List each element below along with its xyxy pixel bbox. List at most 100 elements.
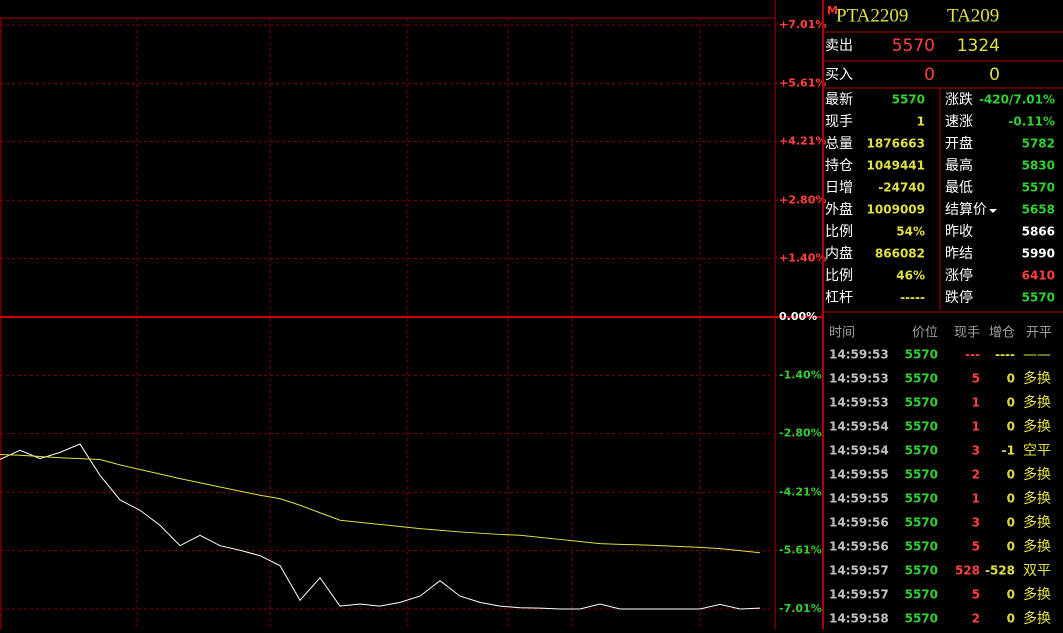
trade-cell: 5 bbox=[972, 540, 980, 554]
trade-cell: 多换 bbox=[1023, 370, 1051, 387]
trade-cell: 5570 bbox=[905, 396, 938, 410]
series-line bbox=[0, 453, 761, 554]
series-line bbox=[0, 443, 761, 610]
stat-label: 最新 bbox=[825, 92, 853, 108]
stat-label: 最高 bbox=[945, 157, 973, 174]
stat-label: 速涨 bbox=[945, 114, 973, 130]
trade-cell: 多换 bbox=[1023, 490, 1051, 507]
trade-cell: 1 bbox=[972, 396, 980, 410]
trade-cell: 0 bbox=[1007, 420, 1015, 434]
trade-cell: 多换 bbox=[1023, 466, 1051, 483]
trade-cell: 14:59:58 bbox=[829, 612, 889, 626]
trade-cell: 1 bbox=[972, 420, 980, 434]
trade-cell: —— bbox=[1023, 347, 1051, 363]
trade-cell: 2 bbox=[972, 468, 980, 482]
stat-label: 比例 bbox=[825, 268, 853, 284]
trade-cell: 多换 bbox=[1023, 586, 1051, 603]
stat-value: 1876663 bbox=[867, 137, 925, 151]
code: TA209 bbox=[947, 5, 999, 26]
trade-cell: 14:59:53 bbox=[829, 396, 889, 410]
stat-value: 5866 bbox=[1022, 225, 1055, 239]
y-tick-label: -1.40% bbox=[779, 368, 822, 381]
trade-cell: 多换 bbox=[1023, 394, 1051, 411]
stat-label: 开盘 bbox=[945, 135, 973, 152]
symbol: PTA2209 bbox=[836, 5, 908, 26]
trade-cell: 5570 bbox=[905, 612, 938, 626]
trade-cell: 14:59:53 bbox=[829, 348, 889, 362]
stat-value: 1009009 bbox=[867, 203, 925, 217]
stat-value: 5782 bbox=[1022, 137, 1055, 151]
trade-cell: 0 bbox=[1007, 588, 1015, 602]
trade-header: 增仓 bbox=[989, 326, 1015, 341]
y-tick-label: -5.61% bbox=[779, 544, 822, 557]
trade-cell: 5570 bbox=[905, 492, 938, 506]
stat-value: 5570 bbox=[1022, 291, 1055, 305]
trade-cell: 14:59:56 bbox=[829, 516, 889, 530]
trade-cell: 3 bbox=[972, 516, 980, 530]
stat-label: 现手 bbox=[825, 114, 853, 130]
trade-cell: 528 bbox=[955, 564, 980, 578]
trade-cell: 空平 bbox=[1023, 443, 1051, 459]
trade-cell: 0 bbox=[1007, 396, 1015, 410]
y-tick-label: +7.01% bbox=[779, 18, 826, 31]
trade-cell: 14:59:56 bbox=[829, 540, 889, 554]
stat-value: 46% bbox=[896, 269, 925, 283]
marker: M bbox=[827, 4, 838, 17]
trade-cell: 5 bbox=[972, 372, 980, 386]
stat-label: 日增 bbox=[825, 180, 853, 196]
trade-cell: 0 bbox=[1007, 372, 1015, 386]
stat-value: 6410 bbox=[1022, 269, 1055, 283]
trade-cell: 0 bbox=[1007, 468, 1015, 482]
trade-cell: -1 bbox=[1002, 444, 1015, 458]
trade-cell: 0 bbox=[1007, 540, 1015, 554]
y-tick-label: -7.01% bbox=[779, 602, 822, 615]
trade-cell: 2 bbox=[972, 612, 980, 626]
trade-header: 现手 bbox=[954, 326, 980, 341]
stat-value: -24740 bbox=[878, 181, 925, 195]
trade-cell: 多换 bbox=[1023, 418, 1051, 435]
stat-value: 866082 bbox=[875, 247, 925, 261]
trade-cell: 5 bbox=[972, 588, 980, 602]
y-tick-label: +1.40% bbox=[779, 252, 826, 265]
trade-cell: 多换 bbox=[1023, 610, 1051, 627]
trade-cell: 5570 bbox=[905, 444, 938, 458]
trade-cell: ---- bbox=[995, 348, 1015, 362]
trade-cell: 14:59:54 bbox=[829, 444, 889, 458]
stat-label: 昨结 bbox=[945, 246, 973, 262]
trade-cell: 5570 bbox=[905, 468, 938, 482]
trade-cell: 14:59:55 bbox=[829, 468, 889, 482]
stat-label: 昨收 bbox=[945, 224, 973, 240]
label: 卖出 bbox=[825, 38, 853, 54]
y-tick-label: -2.80% bbox=[779, 427, 822, 440]
y-tick-label: +4.21% bbox=[779, 135, 826, 148]
trade-header: 时间 bbox=[829, 326, 855, 341]
stat-value: 5830 bbox=[1022, 159, 1055, 173]
stat-value: 54% bbox=[896, 225, 925, 239]
trade-cell: 5570 bbox=[905, 588, 938, 602]
stat-label: 涨跌 bbox=[945, 92, 973, 108]
trade-cell: -528 bbox=[985, 564, 1015, 578]
trade-cell: 5570 bbox=[905, 540, 938, 554]
stat-value: 1 bbox=[917, 115, 925, 129]
stat-label: 总量 bbox=[825, 136, 853, 152]
trade-cell: 14:59:54 bbox=[829, 420, 889, 434]
trade-cell: 5570 bbox=[905, 372, 938, 386]
volume: 0 bbox=[989, 65, 1000, 85]
stat-value: 1049441 bbox=[867, 159, 925, 173]
trade-cell: 14:59:53 bbox=[829, 372, 889, 386]
trade-header: 开平 bbox=[1026, 326, 1052, 341]
stat-label: 外盘 bbox=[825, 201, 853, 218]
trade-cell: 5570 bbox=[905, 420, 938, 434]
stat-value: 5990 bbox=[1022, 247, 1055, 261]
trade-header: 价位 bbox=[912, 326, 938, 341]
stat-label: 涨停 bbox=[945, 267, 973, 284]
trade-cell: 0 bbox=[1007, 492, 1015, 506]
trade-cell: 多换 bbox=[1023, 514, 1051, 531]
price: 0 bbox=[924, 65, 935, 85]
trade-cell: 14:59:55 bbox=[829, 492, 889, 506]
stat-value: 5658 bbox=[1022, 203, 1055, 217]
y-tick-label: 0.00% bbox=[779, 310, 817, 323]
trade-cell: 0 bbox=[1007, 612, 1015, 626]
stat-value: 5570 bbox=[892, 93, 925, 107]
